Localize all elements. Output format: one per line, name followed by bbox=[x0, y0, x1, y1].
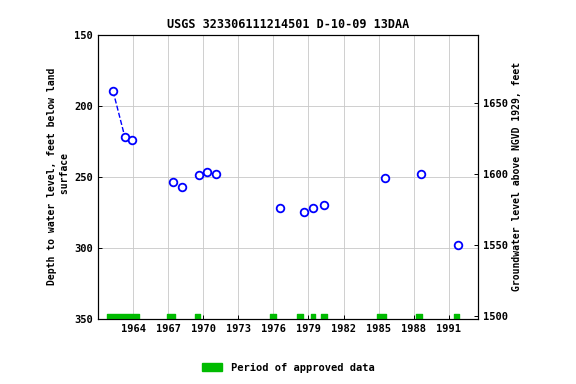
Y-axis label: Depth to water level, feet below land
 surface: Depth to water level, feet below land su… bbox=[47, 68, 70, 285]
Title: USGS 323306111214501 D-10-09 13DAA: USGS 323306111214501 D-10-09 13DAA bbox=[167, 18, 409, 31]
Legend: Period of approved data: Period of approved data bbox=[198, 359, 378, 377]
Y-axis label: Groundwater level above NGVD 1929, feet: Groundwater level above NGVD 1929, feet bbox=[512, 62, 522, 291]
